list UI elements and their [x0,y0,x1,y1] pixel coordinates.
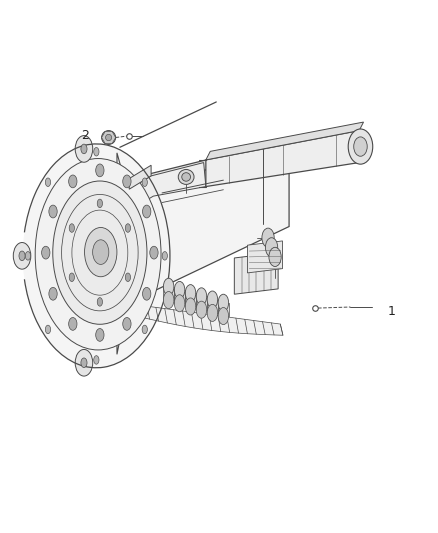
Ellipse shape [19,251,25,261]
Ellipse shape [125,273,131,281]
Ellipse shape [354,137,367,156]
Ellipse shape [178,169,194,184]
Polygon shape [102,132,116,143]
Polygon shape [127,138,297,189]
Ellipse shape [125,224,131,232]
Ellipse shape [94,148,99,156]
Text: 2: 2 [81,130,89,142]
Ellipse shape [49,205,57,218]
Polygon shape [218,303,229,316]
Ellipse shape [106,134,112,141]
Ellipse shape [23,144,170,368]
Ellipse shape [81,358,87,368]
Ellipse shape [185,298,196,315]
Polygon shape [206,131,359,187]
Ellipse shape [348,129,373,164]
Ellipse shape [150,246,158,259]
Ellipse shape [102,131,116,144]
Ellipse shape [93,240,109,264]
Ellipse shape [81,144,87,154]
Ellipse shape [25,252,31,260]
Ellipse shape [185,285,196,302]
Ellipse shape [94,356,99,364]
Ellipse shape [262,228,274,247]
Polygon shape [163,287,174,300]
Ellipse shape [49,287,57,300]
Polygon shape [129,165,151,189]
Ellipse shape [196,288,207,305]
Ellipse shape [265,238,278,257]
Text: 1: 1 [388,305,396,318]
Ellipse shape [218,308,229,325]
Ellipse shape [174,295,185,312]
Polygon shape [234,253,278,294]
Ellipse shape [269,247,281,266]
Polygon shape [207,300,218,313]
Polygon shape [174,290,185,303]
Polygon shape [206,122,364,160]
Polygon shape [117,153,127,354]
Ellipse shape [207,304,218,321]
Ellipse shape [42,246,50,259]
Ellipse shape [142,325,147,334]
Ellipse shape [123,175,131,188]
Polygon shape [127,149,289,304]
Ellipse shape [85,228,117,277]
Ellipse shape [162,252,167,260]
Polygon shape [185,293,196,306]
Ellipse shape [163,292,174,309]
Ellipse shape [97,297,102,306]
Polygon shape [247,241,283,273]
Ellipse shape [142,205,151,218]
Ellipse shape [123,318,131,330]
Ellipse shape [69,273,74,281]
Ellipse shape [35,158,161,350]
Ellipse shape [95,164,104,177]
Polygon shape [129,163,206,211]
Ellipse shape [46,178,51,187]
Ellipse shape [196,301,207,318]
Ellipse shape [46,325,51,334]
Ellipse shape [95,328,104,341]
Ellipse shape [69,224,74,232]
Ellipse shape [142,178,147,187]
Ellipse shape [75,350,93,376]
Ellipse shape [13,243,31,269]
Ellipse shape [53,181,147,324]
Ellipse shape [207,291,218,308]
Ellipse shape [69,175,77,188]
Ellipse shape [174,281,185,298]
Ellipse shape [163,278,174,295]
Polygon shape [196,296,207,310]
Ellipse shape [75,135,93,162]
Ellipse shape [97,199,102,208]
Ellipse shape [142,287,151,300]
Ellipse shape [218,294,229,311]
Polygon shape [129,304,283,335]
Ellipse shape [182,173,191,181]
Ellipse shape [69,318,77,330]
